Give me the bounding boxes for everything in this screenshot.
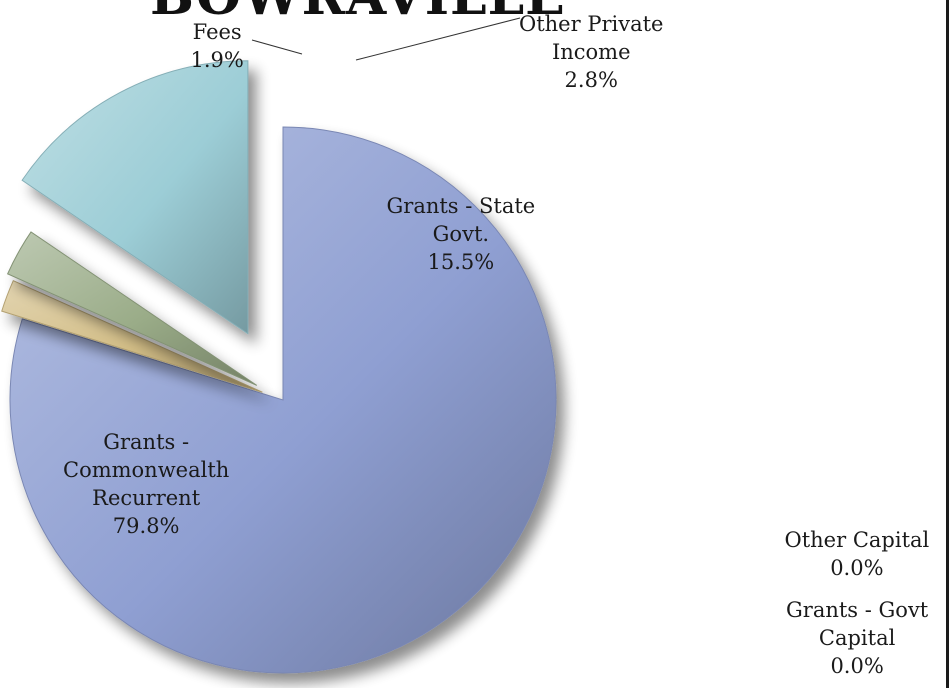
pie-slice bbox=[1, 280, 263, 393]
slice-label: Grants - State Govt. 15.5% bbox=[387, 192, 536, 276]
slice-name-line: Govt. bbox=[432, 222, 490, 246]
slice-percent: 2.8% bbox=[564, 68, 618, 92]
slice-label: Other Private Income 2.8% bbox=[519, 10, 663, 94]
slice-name-line: Recurrent bbox=[92, 486, 201, 510]
slice-percent: 15.5% bbox=[427, 250, 495, 274]
slice-name-line: Capital bbox=[818, 626, 896, 650]
slice-name-line: Income bbox=[551, 40, 631, 64]
frame-border bbox=[946, 0, 949, 688]
slice-percent: 1.9% bbox=[190, 48, 244, 72]
chart-title: BOWRAVILLE bbox=[150, 0, 566, 27]
slice-name-line: Commonwealth bbox=[63, 458, 230, 482]
slice-percent: 0.0% bbox=[830, 654, 884, 678]
slice-label: Grants - Commonwealth Recurrent 79.8% bbox=[63, 428, 229, 540]
slice-name-line: Other Capital bbox=[784, 528, 930, 552]
slice-name-line: Grants - State bbox=[386, 194, 536, 218]
slice-name-line: Grants - bbox=[103, 430, 190, 454]
slice-percent: 0.0% bbox=[830, 556, 884, 580]
pie-slice bbox=[9, 126, 557, 674]
slice-label: Fees 1.9% bbox=[191, 18, 244, 74]
slice-percent: 79.8% bbox=[112, 514, 180, 538]
pie-slice bbox=[6, 231, 258, 386]
slice-name-line: Other Private bbox=[519, 12, 664, 36]
pie-slice bbox=[21, 60, 249, 335]
slice-label: Other Capital 0.0% bbox=[785, 526, 930, 582]
slice-name-line: Fees bbox=[192, 20, 242, 44]
slice-name-line: Grants - Govt bbox=[786, 598, 929, 622]
leader-line bbox=[355, 17, 521, 61]
leader-line bbox=[251, 39, 303, 55]
slice-label: Grants - Govt Capital 0.0% bbox=[786, 596, 928, 680]
